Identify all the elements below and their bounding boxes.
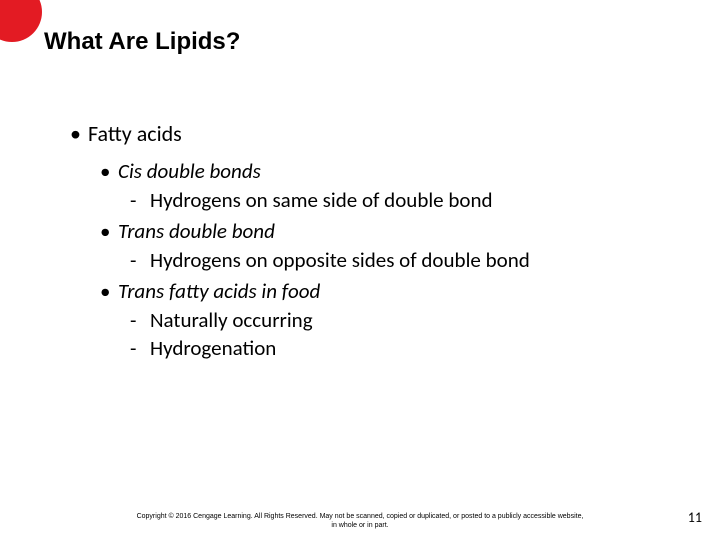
footer-line: Copyright © 2016 Cengage Learning. All R…	[0, 512, 720, 521]
bullet-text: Hydrogens on opposite sides of double bo…	[150, 247, 530, 273]
bullet-dot: •	[100, 218, 118, 245]
bullet-text: Fatty acids	[88, 120, 182, 147]
bullet-level1: •Fatty acids	[70, 120, 660, 148]
bullet-level3: -Naturally occurring	[130, 307, 560, 334]
bullet-text: Hydrogenation	[150, 335, 276, 361]
bullet-level2: •Cis double bonds	[100, 158, 660, 185]
dash: -	[130, 335, 150, 362]
bullet-text: Naturally occurring	[150, 307, 313, 333]
accent-circle	[0, 0, 42, 42]
dash: -	[130, 307, 150, 334]
bullet-dot: •	[100, 278, 118, 305]
bullet-level2: •Trans fatty acids in food	[100, 278, 660, 305]
slide-title: What Are Lipids?	[44, 28, 240, 56]
bullet-text: Trans double bond	[118, 218, 275, 244]
bullet-dot: •	[70, 120, 88, 148]
bullet-level3: -Hydrogens on same side of double bond	[130, 187, 560, 214]
bullet-level3: -Hydrogens on opposite sides of double b…	[130, 247, 560, 274]
bullet-dot: •	[100, 158, 118, 185]
bullet-text: Trans fatty acids in food	[118, 278, 320, 304]
dash: -	[130, 187, 150, 214]
content-area: •Fatty acids •Cis double bonds -Hydrogen…	[70, 120, 660, 362]
bullet-level3: -Hydrogenation	[130, 335, 560, 362]
footer-line: in whole or in part.	[0, 521, 720, 530]
copyright-footer: Copyright © 2016 Cengage Learning. All R…	[0, 512, 720, 530]
bullet-level2: •Trans double bond	[100, 218, 660, 245]
dash: -	[130, 247, 150, 274]
page-number: 11	[688, 509, 702, 526]
bullet-text: Cis double bonds	[118, 158, 261, 184]
bullet-text: Hydrogens on same side of double bond	[150, 187, 493, 213]
